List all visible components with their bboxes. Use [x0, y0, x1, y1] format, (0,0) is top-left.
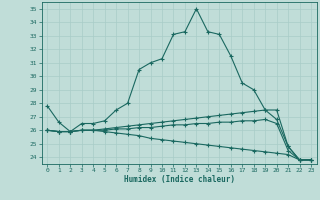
X-axis label: Humidex (Indice chaleur): Humidex (Indice chaleur) [124, 175, 235, 184]
